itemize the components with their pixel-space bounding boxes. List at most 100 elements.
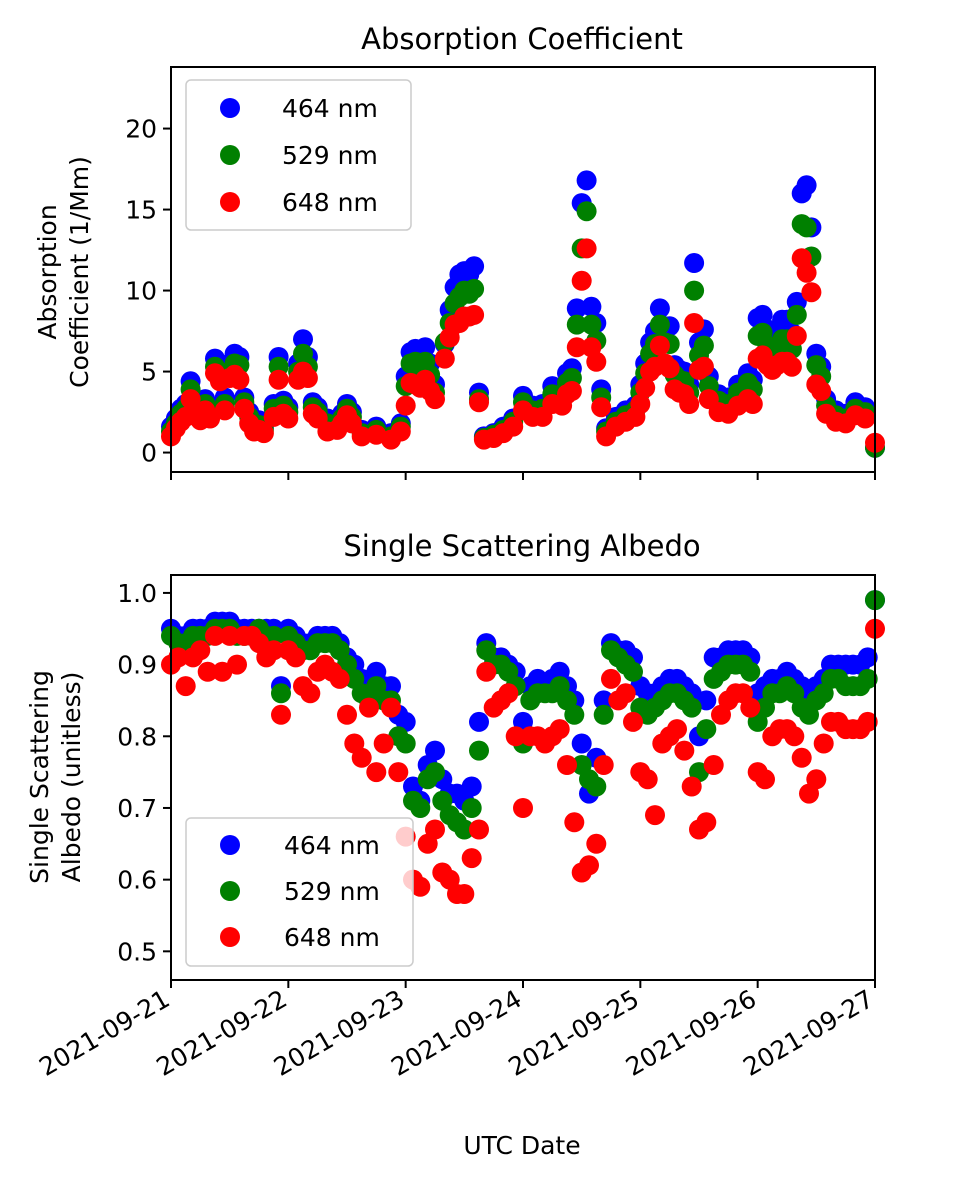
- albedo-point-648nm: [219, 625, 240, 646]
- absorption-point-648nm: [586, 351, 607, 372]
- albedo-point-648nm: [557, 755, 577, 775]
- albedo-point-648nm: [205, 625, 225, 646]
- albedo-point-648nm: [197, 661, 218, 682]
- absorption-y-ticks: 0 5 10 15 20: [125, 115, 171, 468]
- absorption-legend-box: [185, 79, 412, 231]
- albedo-point-648nm: [579, 855, 599, 876]
- absorption-point-648nm: [693, 356, 714, 377]
- albedo-point-648nm: [696, 812, 717, 833]
- absorption-point-464nm: [649, 298, 670, 319]
- albedo-point-648nm: [857, 711, 878, 732]
- absorption-point-648nm: [855, 408, 876, 429]
- albedo-point-464nm: [571, 733, 592, 754]
- albedo-point-648nm: [469, 819, 489, 840]
- absorption-point-648nm: [390, 421, 411, 442]
- albedo-point-648nm: [667, 719, 687, 740]
- absorption-point-464nm: [464, 256, 485, 277]
- absorption-point-648nm: [253, 423, 274, 444]
- albedo-point-648nm: [513, 798, 533, 818]
- absorption-point-464nm: [415, 337, 436, 358]
- albedo-point-529nm: [586, 776, 607, 797]
- absorption-point-529nm: [649, 314, 670, 335]
- absorption-legend: 464 nm 529 nm 648 nm: [185, 79, 412, 231]
- absorption-point-529nm: [581, 314, 602, 335]
- absorption-point-648nm: [781, 356, 802, 377]
- albedo-point-529nm: [564, 704, 585, 725]
- albedo-point-648nm: [703, 755, 724, 775]
- absorption-point-529nm: [566, 314, 587, 335]
- albedo-point-648nm: [175, 676, 196, 697]
- absorption-point-648nm: [566, 337, 587, 358]
- absorption-point-648nm: [571, 270, 592, 291]
- albedo-point-648nm: [791, 747, 812, 768]
- absorption-point-648nm: [229, 369, 250, 390]
- albedo-point-648nm: [476, 661, 497, 682]
- absorption-y-axis-label: Absorption Coefficient (1/Mm): [33, 156, 94, 388]
- absorption-x-ticks: [170, 472, 876, 480]
- albedo-point-648nm: [337, 704, 357, 725]
- albedo-point-529nm: [454, 819, 475, 840]
- albedo-point-648nm: [586, 833, 607, 854]
- albedo-point-648nm: [740, 697, 761, 718]
- albedo-point-648nm: [425, 819, 445, 840]
- albedo-point-648nm: [623, 711, 643, 732]
- albedo-point-529nm: [469, 740, 489, 761]
- absorption-point-529nm: [786, 304, 807, 325]
- albedo-point-648nm: [806, 769, 827, 790]
- absorption-point-648nm: [659, 358, 680, 379]
- albedo-point-464nm: [593, 690, 614, 711]
- absorption-panel: Absorption Coefficient Absorption Coeffi…: [33, 22, 885, 480]
- albedo-y-tick-label: 0.5: [117, 937, 157, 966]
- absorption-point-648nm: [630, 394, 651, 414]
- albedo-point-648nm: [366, 762, 387, 783]
- albedo-point-648nm: [263, 640, 284, 661]
- absorption-point-648nm: [503, 416, 524, 437]
- albedo-y-axis-label-line2: Albedo (unitless): [57, 672, 86, 883]
- albedo-y-axis-label: Single Scattering Albedo (unitless): [25, 670, 86, 884]
- absorption-point-648nm: [278, 408, 299, 429]
- absorption-y-tick-label: 15: [125, 196, 157, 225]
- absorption-point-648nm: [351, 426, 372, 447]
- absorption-point-648nm: [464, 304, 485, 325]
- absorption-legend-label-464: 464 nm: [282, 94, 378, 123]
- albedo-point-529nm: [857, 668, 878, 689]
- absorption-legend-marker-529: [220, 145, 240, 165]
- absorption-point-529nm: [464, 278, 485, 299]
- absorption-point-648nm: [425, 389, 445, 410]
- absorption-y-axis-label-line2: Coefficient (1/Mm): [65, 156, 94, 388]
- albedo-point-648nm: [615, 683, 636, 704]
- albedo-point-648nm: [388, 762, 409, 783]
- albedo-point-648nm: [381, 697, 401, 718]
- albedo-y-ticks: 0.5 0.6 0.7 0.8 0.9 1.0: [117, 579, 171, 966]
- albedo-y-tick-label: 0.8: [117, 722, 157, 751]
- albedo-point-464nm: [857, 647, 878, 668]
- absorption-legend-label-648: 648 nm: [282, 188, 378, 217]
- absorption-y-tick-label: 10: [125, 277, 157, 306]
- albedo-point-529nm: [410, 798, 431, 818]
- albedo-point-648nm: [505, 726, 526, 747]
- albedo-legend: 464 nm 529 nm 648 nm: [185, 817, 414, 967]
- albedo-point-648nm: [285, 647, 306, 668]
- absorption-legend-marker-464: [220, 98, 240, 118]
- absorption-point-648nm: [811, 381, 832, 401]
- absorption-scatter-points: [161, 170, 885, 458]
- absorption-y-tick-label: 20: [125, 115, 157, 144]
- albedo-y-tick-label: 0.7: [117, 794, 157, 823]
- albedo-legend-label-464: 464 nm: [284, 831, 380, 860]
- absorption-point-648nm: [268, 369, 289, 390]
- albedo-point-648nm: [549, 719, 570, 740]
- absorption-legend-label-529: 529 nm: [282, 141, 378, 170]
- albedo-point-464nm: [425, 740, 445, 761]
- absorption-point-648nm: [561, 381, 582, 401]
- albedo-legend-marker-529: [220, 881, 240, 901]
- albedo-point-648nm: [351, 747, 372, 768]
- albedo-point-648nm: [813, 733, 834, 754]
- albedo-point-648nm: [373, 733, 394, 754]
- albedo-point-648nm: [168, 647, 189, 668]
- absorption-point-648nm: [200, 408, 221, 429]
- albedo-legend-marker-464: [220, 835, 240, 855]
- albedo-point-648nm: [593, 755, 614, 775]
- absorption-y-tick-label: 0: [141, 439, 157, 468]
- absorption-point-648nm: [180, 389, 201, 410]
- albedo-legend-label-529: 529 nm: [284, 877, 380, 906]
